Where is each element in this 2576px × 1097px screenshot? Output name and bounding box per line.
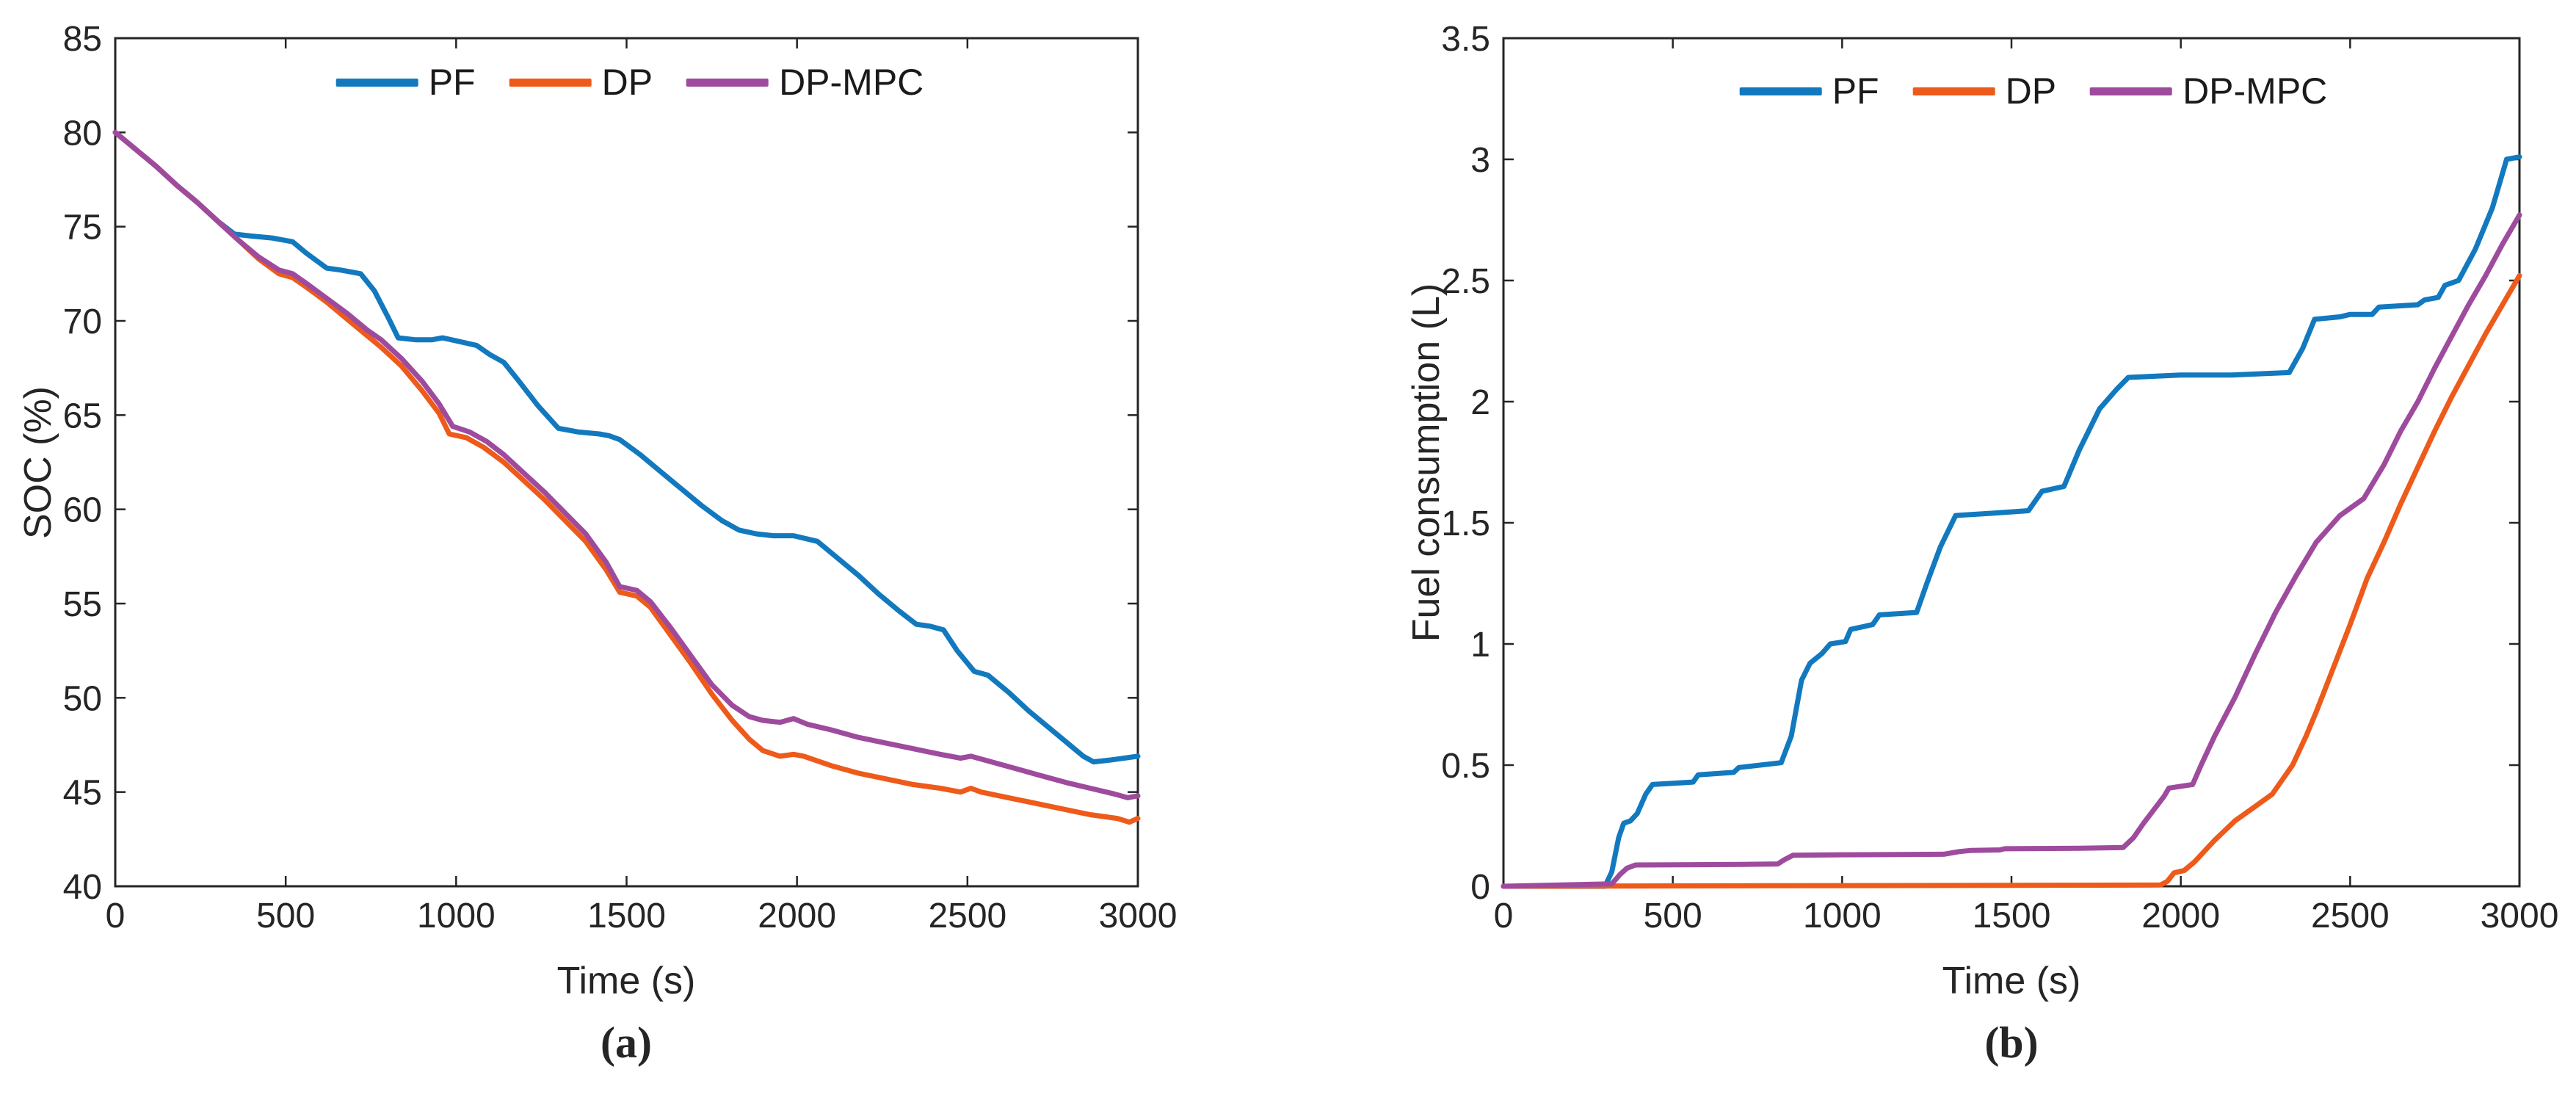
legend-item-PF: PF	[1739, 70, 1879, 112]
x-tick-label: 1000	[417, 897, 496, 935]
x-tick-label: 1500	[587, 897, 666, 935]
fuel-x-axis-title: Time (s)	[1942, 960, 2081, 1002]
x-tick-label: 0	[1494, 897, 1514, 935]
legend-label-DP-MPC: DP-MPC	[2183, 70, 2328, 112]
x-tick-label: 0	[106, 897, 126, 935]
y-tick-label: 40	[63, 868, 102, 907]
y-tick-label: 3.5	[1441, 20, 1490, 59]
y-tick-label: 50	[63, 679, 102, 718]
legend-swatch-DP	[509, 78, 592, 87]
x-tick-label: 3000	[2481, 897, 2559, 935]
x-tick-label: 3000	[1099, 897, 1178, 935]
y-tick-label: 3	[1470, 141, 1490, 180]
chart-a: 0 500 1000 1500 2000 2500 3000 40 45 50 55 60 65 70 75…	[63, 20, 1178, 935]
y-tick-label: 70	[63, 303, 102, 341]
legend-item-PF: PF	[335, 61, 476, 104]
y-tick-label: 0	[1470, 868, 1490, 907]
soc-x-axis-title: Time (s)	[556, 960, 696, 1002]
x-tick-label: 500	[256, 897, 315, 935]
legend-label-PF: PF	[428, 62, 476, 103]
y-tick-label: 1	[1470, 626, 1490, 665]
legend-item-DP-MPC: DP-MPC	[686, 61, 924, 104]
x-tick-label: 2500	[2311, 897, 2390, 935]
series-line-PF	[1501, 154, 2522, 889]
x-tick-label: 1000	[1803, 897, 1882, 935]
y-tick-label: 0.5	[1441, 747, 1490, 786]
legend-label-PF: PF	[1832, 70, 1879, 112]
legend-item-DP: DP	[509, 61, 653, 104]
legend-swatch-DP-MPC	[686, 78, 769, 87]
y-tick-label: 80	[63, 114, 102, 153]
y-tick-label: 55	[63, 585, 102, 624]
y-tick-label: 2.5	[1441, 262, 1490, 301]
legend-item-DP-MPC: DP-MPC	[2090, 70, 2327, 112]
x-tick-label: 1500	[1973, 897, 2051, 935]
subfigure-a-caption: (a)	[601, 1018, 652, 1067]
legend-swatch-DP	[1912, 87, 1995, 95]
series-line-DP-MPC	[112, 129, 1141, 800]
legend-label-DP: DP	[601, 62, 653, 103]
axes-box	[1502, 37, 2521, 888]
y-tick-label: 60	[63, 491, 102, 530]
x-tick-label: 500	[1644, 897, 1702, 935]
legend-label-DP-MPC: DP-MPC	[779, 62, 924, 103]
chart-b: 0 500 1000 1500 2000 2500 3000 0 0.5 1 1.5 2 2.5 3 3.5	[1441, 20, 2558, 935]
legend-swatch-PF	[335, 78, 418, 87]
fuel-chart-legend: PF DP DP-MPC	[1739, 70, 2327, 112]
soc-chart-legend: PF DP DP-MPC	[335, 61, 924, 104]
series-line-DP-MPC	[1501, 212, 2522, 889]
y-tick-label: 1.5	[1441, 504, 1490, 543]
y-tick-label: 65	[63, 397, 102, 435]
legend-swatch-DP-MPC	[2090, 87, 2173, 95]
y-tick-label: 75	[63, 209, 102, 247]
legend-item-DP: DP	[1912, 70, 2057, 112]
x-tick-label: 2000	[2141, 897, 2220, 935]
series-line-DP	[112, 129, 1141, 825]
y-tick-label: 45	[63, 774, 102, 813]
x-tick-label: 2500	[928, 897, 1006, 935]
x-tick-label: 2000	[758, 897, 836, 935]
soc-y-axis-title: SOC (%)	[17, 386, 59, 539]
legend-swatch-PF	[1739, 87, 1822, 95]
y-tick-label: 2	[1470, 383, 1490, 422]
subfigure-b-caption: (b)	[1984, 1018, 2039, 1067]
y-tick-label: 85	[63, 20, 102, 59]
series-line-PF	[112, 129, 1141, 765]
series-line-DP	[1501, 272, 2522, 889]
legend-label-DP: DP	[2005, 70, 2057, 112]
fuel-y-axis-title: Fuel consumption (L)	[1405, 283, 1448, 642]
